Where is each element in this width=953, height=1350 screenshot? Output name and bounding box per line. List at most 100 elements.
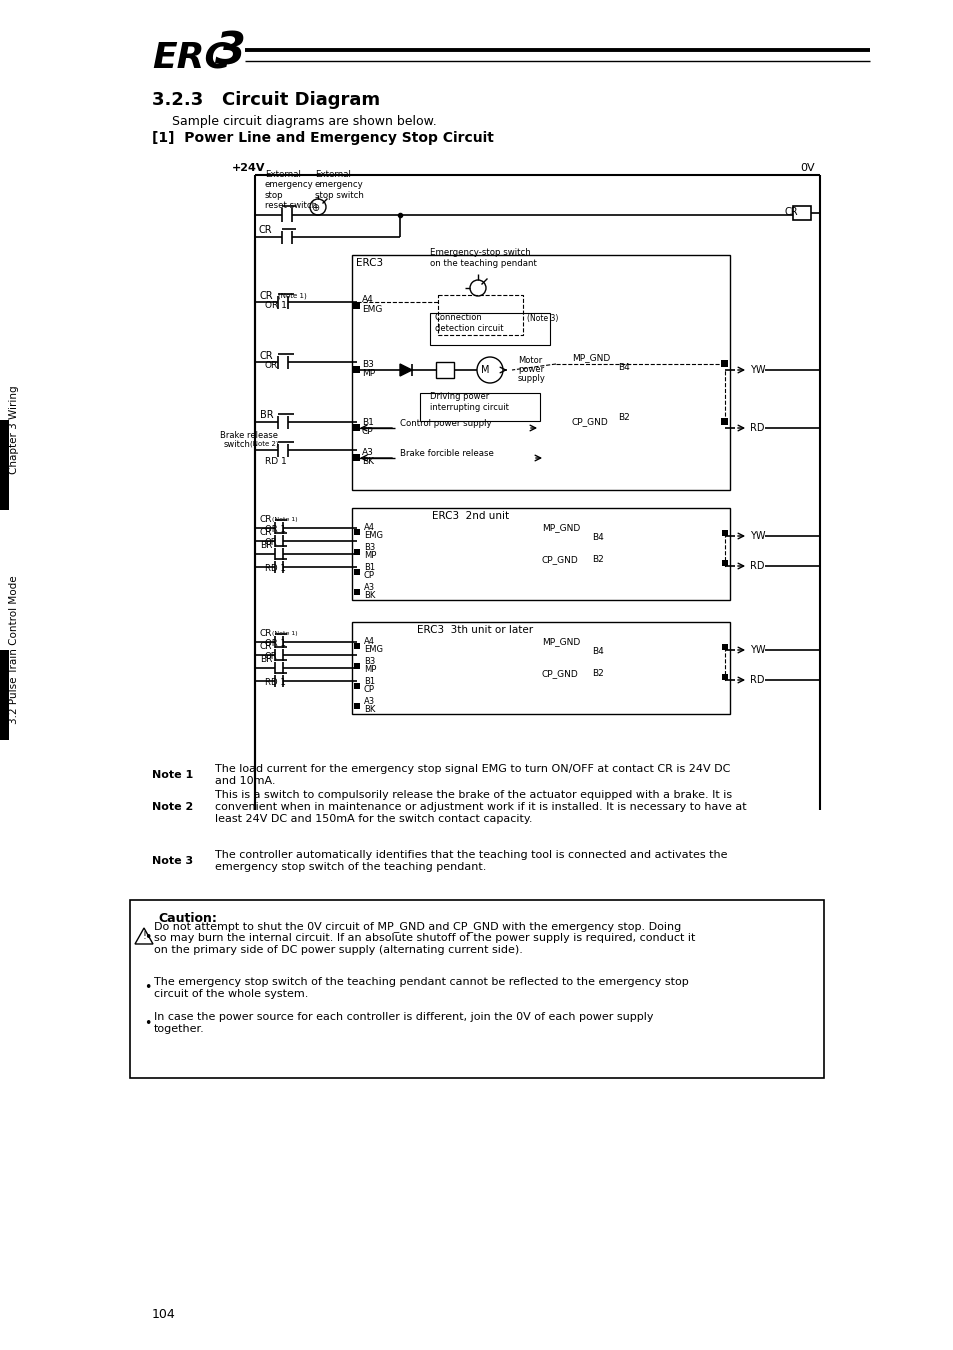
- Bar: [721, 531, 727, 536]
- Text: MP_GND: MP_GND: [541, 524, 579, 532]
- Text: Control power supply: Control power supply: [399, 420, 491, 428]
- Text: BR: BR: [260, 656, 273, 664]
- Text: MP: MP: [364, 666, 376, 675]
- Text: •: •: [144, 931, 152, 945]
- Text: MP_GND: MP_GND: [572, 354, 610, 363]
- Text: OR: OR: [265, 539, 277, 548]
- Text: External
emergency
stop
reset switch: External emergency stop reset switch: [265, 170, 316, 211]
- Bar: [354, 301, 360, 309]
- Text: B3: B3: [361, 360, 374, 370]
- Bar: [720, 418, 728, 425]
- Text: RD 1: RD 1: [265, 679, 286, 687]
- Text: BK: BK: [361, 458, 374, 467]
- Text: A3: A3: [361, 448, 374, 458]
- Text: CP: CP: [364, 571, 375, 580]
- Bar: [354, 529, 359, 535]
- Bar: [0, 420, 9, 510]
- Text: CP: CP: [364, 686, 375, 694]
- Text: (Note 3): (Note 3): [526, 313, 558, 323]
- Text: The controller automatically identifies that the teaching tool is connected and : The controller automatically identifies …: [214, 850, 727, 872]
- Bar: [354, 663, 359, 670]
- Text: YW: YW: [749, 364, 764, 375]
- Text: B4: B4: [592, 648, 603, 656]
- Polygon shape: [399, 364, 412, 377]
- Text: Motor: Motor: [517, 356, 541, 366]
- Bar: [721, 644, 727, 649]
- Text: CP_GND: CP_GND: [572, 417, 608, 427]
- Text: CR: CR: [260, 629, 273, 639]
- Text: 104: 104: [152, 1308, 175, 1322]
- Text: B3: B3: [364, 544, 375, 552]
- Text: (Note 2): (Note 2): [250, 440, 278, 447]
- Text: The emergency stop switch of the teaching pendant cannot be reflected to the eme: The emergency stop switch of the teachin…: [153, 977, 688, 999]
- Text: In case the power source for each controller is different, join the 0V of each p: In case the power source for each contro…: [153, 1012, 653, 1034]
- Text: switch: switch: [224, 440, 251, 450]
- Text: B4: B4: [618, 363, 629, 373]
- Text: MP_GND: MP_GND: [541, 637, 579, 647]
- Text: EMG: EMG: [364, 532, 382, 540]
- Text: (Note 1): (Note 1): [272, 517, 297, 522]
- Text: +24V: +24V: [232, 163, 265, 173]
- Text: A4: A4: [364, 637, 375, 647]
- Text: RD: RD: [749, 562, 763, 571]
- Text: CR: CR: [784, 207, 798, 217]
- Text: CR: CR: [260, 292, 274, 301]
- Text: B3: B3: [364, 657, 375, 667]
- Bar: [130, 900, 823, 1079]
- Text: Brake release: Brake release: [220, 432, 277, 440]
- Bar: [354, 366, 360, 374]
- Text: M: M: [480, 364, 489, 375]
- Text: MP: MP: [364, 552, 376, 560]
- Bar: [352, 622, 729, 714]
- Text: OR 1: OR 1: [265, 525, 286, 535]
- Text: B2: B2: [592, 555, 603, 564]
- Bar: [354, 549, 359, 555]
- Text: Do not attempt to shut the 0V circuit of MP_GND and CP_GND with the emergency st: Do not attempt to shut the 0V circuit of…: [153, 921, 695, 954]
- Text: CP: CP: [361, 428, 374, 436]
- Text: Driving power
interrupting circuit: Driving power interrupting circuit: [430, 393, 508, 412]
- Text: 3: 3: [214, 31, 246, 73]
- Text: B2: B2: [592, 670, 603, 679]
- Text: Note 1: Note 1: [152, 769, 193, 780]
- Bar: [720, 360, 728, 367]
- Text: OR 1: OR 1: [265, 640, 286, 648]
- Bar: [436, 362, 454, 378]
- Text: Connection
detection circuit: Connection detection circuit: [435, 313, 503, 332]
- Bar: [352, 255, 729, 490]
- Text: CR: CR: [260, 528, 273, 537]
- Text: BR: BR: [260, 541, 273, 551]
- Bar: [721, 674, 727, 680]
- Text: [1]  Power Line and Emergency Stop Circuit: [1] Power Line and Emergency Stop Circui…: [152, 131, 494, 144]
- Text: CP_GND: CP_GND: [541, 555, 578, 564]
- Text: YW: YW: [749, 645, 764, 655]
- Text: BR: BR: [260, 410, 274, 420]
- Text: RD: RD: [749, 675, 763, 684]
- Text: B1: B1: [364, 563, 375, 572]
- Text: OR: OR: [265, 362, 278, 370]
- Text: (Note 1): (Note 1): [272, 632, 297, 636]
- Text: OR 1: OR 1: [265, 301, 287, 310]
- Text: 3.2 Pulse Train Control Mode: 3.2 Pulse Train Control Mode: [9, 575, 19, 725]
- Bar: [354, 589, 359, 595]
- Text: RD 1: RD 1: [265, 564, 286, 574]
- Bar: [352, 508, 729, 599]
- Text: A3: A3: [364, 698, 375, 706]
- Bar: [419, 393, 539, 421]
- Text: ⊕: ⊕: [311, 202, 318, 213]
- Text: Emergency-stop switch
on the teaching pendant: Emergency-stop switch on the teaching pe…: [430, 248, 537, 267]
- Bar: [354, 643, 359, 649]
- Text: CP_GND: CP_GND: [541, 670, 578, 679]
- Text: ERC3  2nd unit: ERC3 2nd unit: [432, 512, 509, 521]
- Text: power: power: [517, 366, 543, 374]
- Text: Note 3: Note 3: [152, 856, 193, 865]
- Text: 3.2.3   Circuit Diagram: 3.2.3 Circuit Diagram: [152, 90, 379, 109]
- Bar: [792, 207, 810, 220]
- Text: !: !: [142, 931, 146, 941]
- Text: CR: CR: [260, 643, 273, 652]
- Text: A4: A4: [364, 524, 375, 532]
- Text: EMG: EMG: [364, 645, 382, 655]
- Bar: [354, 424, 360, 432]
- Text: Chapter 3 Wiring: Chapter 3 Wiring: [9, 386, 19, 474]
- Text: ERC3: ERC3: [355, 258, 383, 269]
- Text: ERC: ERC: [152, 40, 231, 76]
